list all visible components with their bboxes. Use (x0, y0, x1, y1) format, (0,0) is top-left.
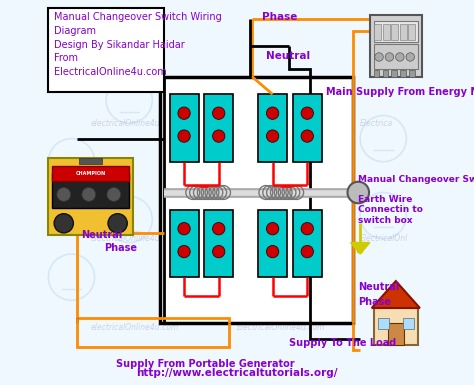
Bar (377, 318, 389, 329)
Text: Phase: Phase (262, 12, 297, 22)
Bar (388, 323, 404, 345)
Bar (374, 21, 418, 42)
Text: http://www.electricaltutorials.org/: http://www.electricaltutorials.org/ (136, 368, 338, 378)
Bar (48, 158, 133, 235)
Circle shape (266, 246, 279, 258)
Bar (258, 210, 287, 277)
Bar (170, 94, 199, 162)
Text: Manual Changeover Switch: Manual Changeover Switch (358, 174, 474, 184)
Text: electricalOnline4u.com: electricalOnline4u.com (91, 323, 179, 332)
Text: Supply To The Load: Supply To The Load (289, 338, 396, 348)
Text: Phase: Phase (358, 297, 391, 307)
Bar (52, 173, 129, 208)
Text: ElectricalOnline4u.com: ElectricalOnline4u.com (237, 234, 325, 243)
Circle shape (375, 53, 383, 61)
Text: electricalOnline4u.com: electricalOnline4u.com (237, 119, 325, 128)
Circle shape (212, 246, 225, 258)
Circle shape (266, 130, 279, 142)
Text: Earth Wire
Connectin to
switch box: Earth Wire Connectin to switch box (358, 195, 423, 225)
Text: Phase: Phase (104, 243, 137, 253)
Circle shape (108, 214, 128, 233)
Text: Neutral: Neutral (266, 51, 310, 61)
Bar (258, 94, 287, 162)
Text: electricalOnline4u.com: electricalOnline4u.com (91, 119, 179, 128)
Circle shape (178, 107, 190, 119)
Bar (383, 24, 390, 40)
Bar (400, 70, 406, 77)
Bar (383, 70, 388, 77)
Circle shape (178, 223, 190, 235)
Circle shape (212, 223, 225, 235)
Circle shape (347, 182, 369, 203)
Bar (204, 210, 233, 277)
Circle shape (266, 107, 279, 119)
Bar (374, 24, 382, 40)
Circle shape (301, 223, 313, 235)
Circle shape (54, 214, 73, 233)
Circle shape (178, 246, 190, 258)
Bar (374, 44, 418, 69)
Circle shape (212, 107, 225, 119)
Polygon shape (372, 281, 420, 308)
Circle shape (396, 53, 404, 61)
Bar (370, 15, 422, 77)
Bar (392, 70, 397, 77)
Bar (204, 94, 233, 162)
Circle shape (301, 246, 313, 258)
Text: CHAMPION: CHAMPION (75, 171, 106, 176)
Bar (408, 24, 415, 40)
Circle shape (406, 53, 414, 61)
Polygon shape (351, 243, 370, 254)
Bar (48, 8, 164, 92)
Text: ElectricalOnline4u.com: ElectricalOnline4u.com (237, 323, 325, 332)
Text: Neutral: Neutral (358, 282, 400, 292)
Circle shape (57, 187, 71, 201)
Text: Neutral: Neutral (81, 230, 122, 240)
Bar (374, 308, 418, 345)
Text: Manual Changeover Switch Wiring
Diagram
Design By Sikandar Haidar
From
Electrica: Manual Changeover Switch Wiring Diagram … (54, 12, 222, 77)
Bar (293, 94, 322, 162)
Circle shape (178, 130, 190, 142)
Circle shape (107, 187, 121, 201)
Circle shape (82, 187, 96, 201)
Text: Main Supply From Energy Meter: Main Supply From Energy Meter (326, 87, 474, 97)
Circle shape (266, 223, 279, 235)
Text: electricalOnline4u.com: electricalOnline4u.com (91, 234, 179, 243)
Bar (392, 24, 398, 40)
Bar (170, 210, 199, 277)
Bar (52, 166, 129, 181)
Text: Electrica: Electrica (360, 119, 393, 128)
Circle shape (212, 130, 225, 142)
Bar (374, 70, 380, 77)
Circle shape (385, 53, 394, 61)
Circle shape (301, 130, 313, 142)
Bar (402, 318, 414, 329)
Text: ElectricalOnl: ElectricalOnl (360, 234, 409, 243)
Bar (400, 24, 407, 40)
Bar (79, 158, 102, 164)
Bar (293, 210, 322, 277)
Bar (409, 70, 415, 77)
Circle shape (301, 107, 313, 119)
Text: Supply From Portable Generator: Supply From Portable Generator (116, 359, 294, 369)
Bar (160, 77, 353, 323)
